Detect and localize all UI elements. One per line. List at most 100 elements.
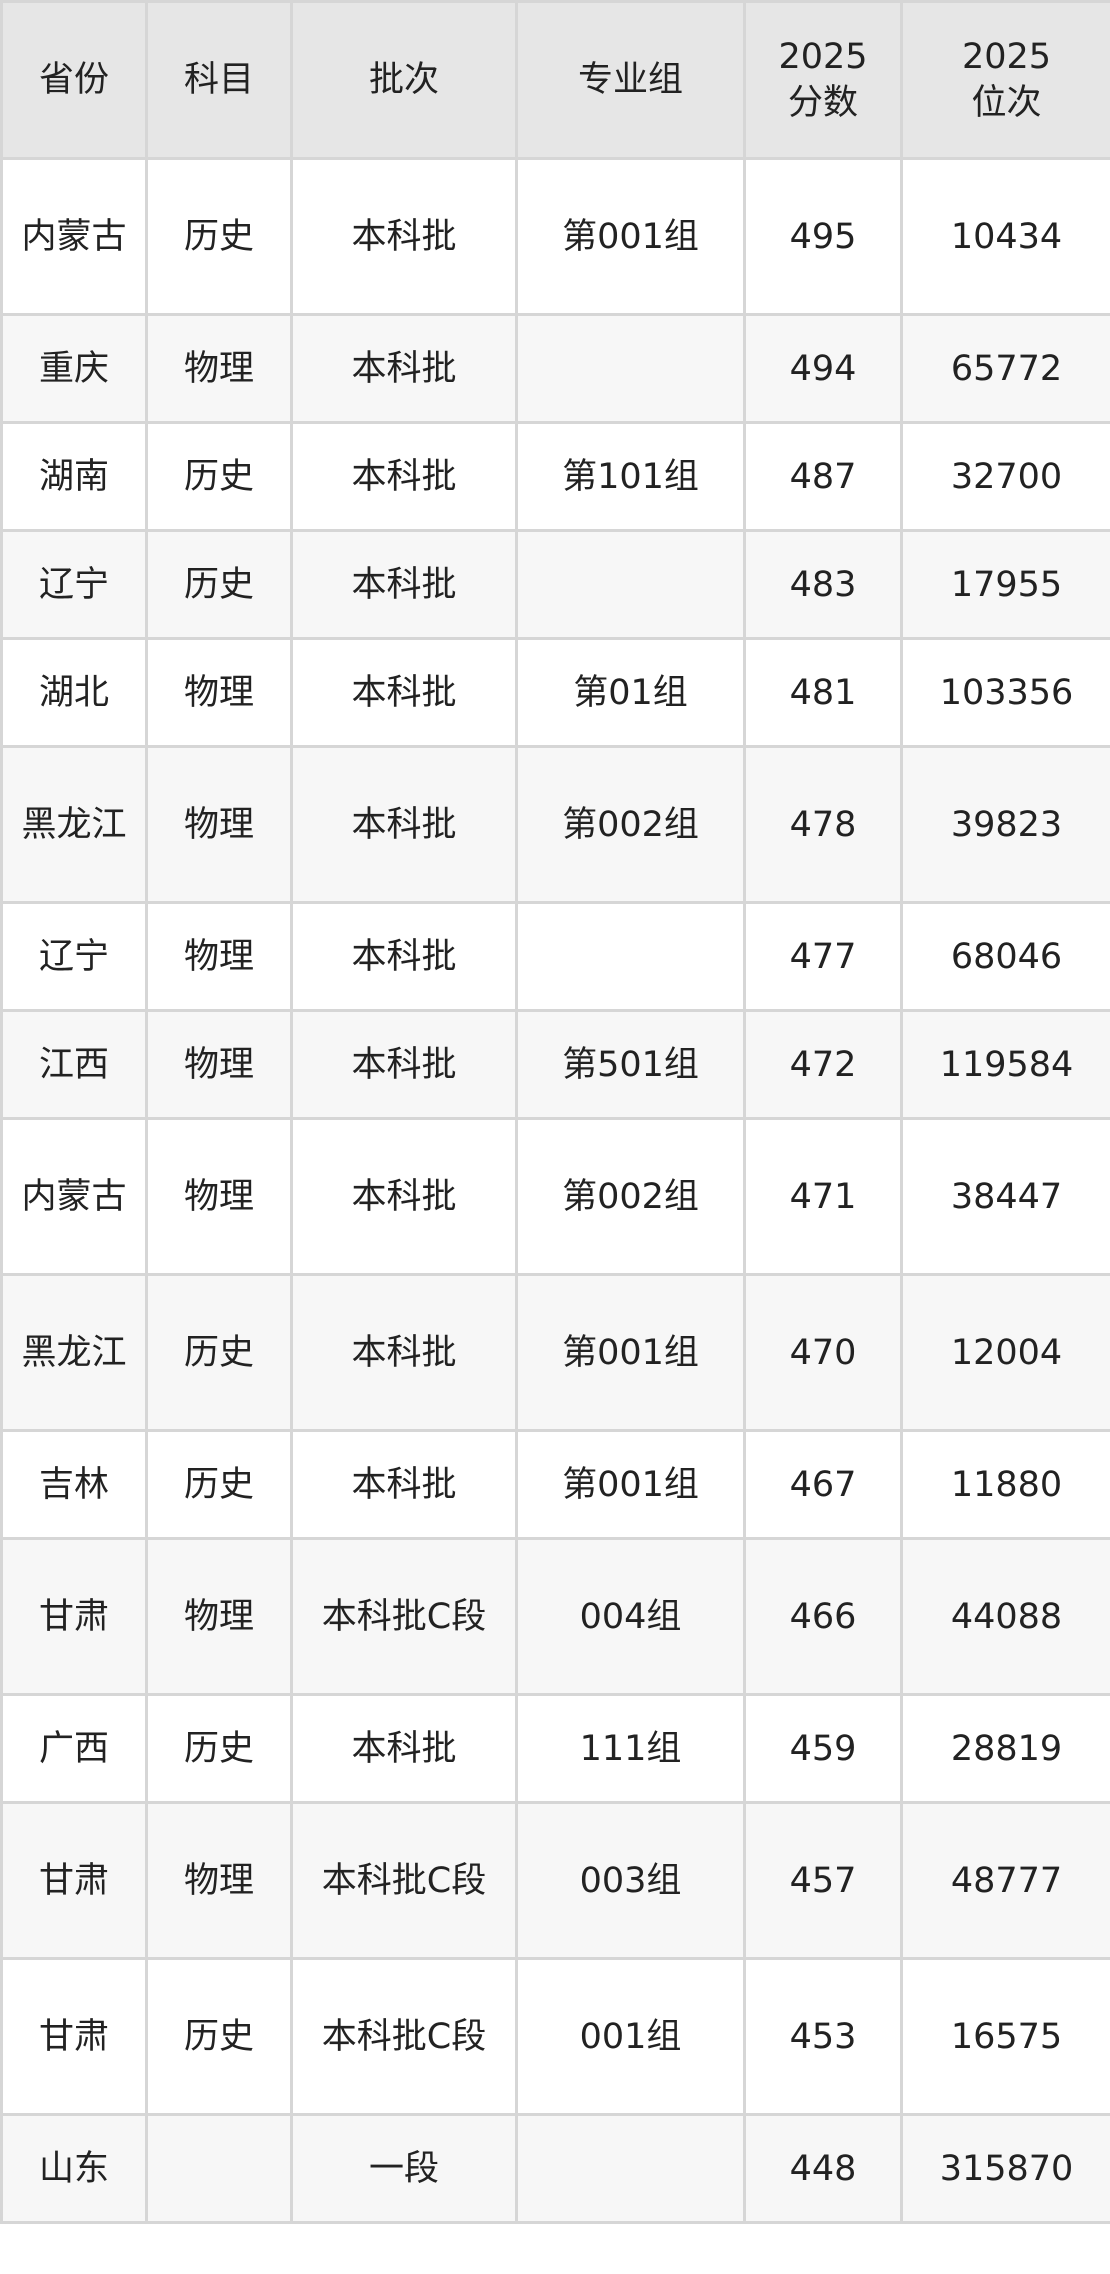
cell-rank: 65772: [900, 313, 1110, 424]
header-province: 省份: [0, 0, 148, 160]
cell-batch: 本科批: [290, 313, 518, 424]
cell-rank: 32700: [900, 421, 1110, 532]
cell-rank: 10434: [900, 157, 1110, 316]
cell-batch: 本科批C段: [290, 1537, 518, 1696]
cell-batch: 本科批: [290, 157, 518, 316]
cell-batch: 本科批: [290, 1117, 518, 1276]
cell-group: 第101组: [515, 421, 746, 532]
table-row: 甘肃 物理 本科批C段 003组 457 48777: [0, 1801, 1110, 1960]
cell-province: 湖南: [0, 421, 148, 532]
cell-score: 470: [743, 1273, 903, 1432]
cell-province: 甘肃: [0, 1801, 148, 1960]
cell-group: [515, 313, 746, 424]
cell-group: 第501组: [515, 1009, 746, 1120]
cell-subject: 历史: [145, 1693, 293, 1804]
cell-batch: 本科批C段: [290, 1801, 518, 1960]
table-row: 黑龙江 历史 本科批 第001组 470 12004: [0, 1273, 1110, 1432]
cell-subject: 历史: [145, 1957, 293, 2116]
table-row: 吉林 历史 本科批 第001组 467 11880: [0, 1429, 1110, 1540]
cell-group: [515, 2113, 746, 2224]
cell-rank: 16575: [900, 1957, 1110, 2116]
cell-batch: 一段: [290, 2113, 518, 2224]
cell-province: 山东: [0, 2113, 148, 2224]
table-row: 广西 历史 本科批 111组 459 28819: [0, 1693, 1110, 1804]
cell-batch: 本科批: [290, 637, 518, 748]
cell-province: 甘肃: [0, 1957, 148, 2116]
cell-rank: 44088: [900, 1537, 1110, 1696]
table-row: 甘肃 历史 本科批C段 001组 453 16575: [0, 1957, 1110, 2116]
cell-batch: 本科批: [290, 1009, 518, 1120]
cell-score: 472: [743, 1009, 903, 1120]
cell-rank: 11880: [900, 1429, 1110, 1540]
cell-rank: 119584: [900, 1009, 1110, 1120]
cell-group: 第01组: [515, 637, 746, 748]
cell-group: 第001组: [515, 157, 746, 316]
table-row: 黑龙江 物理 本科批 第002组 478 39823: [0, 745, 1110, 904]
cell-score: 478: [743, 745, 903, 904]
cell-province: 湖北: [0, 637, 148, 748]
cell-group: 第002组: [515, 745, 746, 904]
cell-province: 内蒙古: [0, 157, 148, 316]
cell-batch: 本科批: [290, 1273, 518, 1432]
cell-rank: 12004: [900, 1273, 1110, 1432]
cell-score: 459: [743, 1693, 903, 1804]
cell-score: 467: [743, 1429, 903, 1540]
cell-group: 001组: [515, 1957, 746, 2116]
cell-batch: 本科批: [290, 529, 518, 640]
cell-rank: 315870: [900, 2113, 1110, 2224]
cell-score: 471: [743, 1117, 903, 1276]
cell-rank: 39823: [900, 745, 1110, 904]
cell-score: 448: [743, 2113, 903, 2224]
cell-province: 黑龙江: [0, 745, 148, 904]
cell-score: 453: [743, 1957, 903, 2116]
cell-province: 吉林: [0, 1429, 148, 1540]
table-row: 山东 一段 448 315870: [0, 2113, 1110, 2224]
cell-rank: 103356: [900, 637, 1110, 748]
table-row: 辽宁 历史 本科批 483 17955: [0, 529, 1110, 640]
cell-rank: 17955: [900, 529, 1110, 640]
table-row: 江西 物理 本科批 第501组 472 119584: [0, 1009, 1110, 1120]
cell-score: 466: [743, 1537, 903, 1696]
table-row: 湖南 历史 本科批 第101组 487 32700: [0, 421, 1110, 532]
header-rank: 2025位次: [900, 0, 1110, 160]
cell-batch: 本科批: [290, 421, 518, 532]
cell-score: 495: [743, 157, 903, 316]
cell-score: 483: [743, 529, 903, 640]
header-row: 省份 科目 批次 专业组 2025分数 2025位次: [0, 0, 1110, 160]
cell-province: 黑龙江: [0, 1273, 148, 1432]
cell-rank: 68046: [900, 901, 1110, 1012]
table-row: 内蒙古 历史 本科批 第001组 495 10434: [0, 157, 1110, 316]
table-row: 重庆 物理 本科批 494 65772: [0, 313, 1110, 424]
header-group: 专业组: [515, 0, 746, 160]
header-score: 2025分数: [743, 0, 903, 160]
cell-group: 第001组: [515, 1429, 746, 1540]
cell-subject: 物理: [145, 1537, 293, 1696]
table-row: 内蒙古 物理 本科批 第002组 471 38447: [0, 1117, 1110, 1276]
cell-province: 辽宁: [0, 901, 148, 1012]
cell-rank: 38447: [900, 1117, 1110, 1276]
cell-subject: 历史: [145, 529, 293, 640]
cell-batch: 本科批: [290, 1429, 518, 1540]
header-batch: 批次: [290, 0, 518, 160]
header-subject: 科目: [145, 0, 293, 160]
cell-subject: 物理: [145, 901, 293, 1012]
cell-province: 辽宁: [0, 529, 148, 640]
cell-subject: 物理: [145, 745, 293, 904]
cell-rank: 28819: [900, 1693, 1110, 1804]
cell-subject: 历史: [145, 1429, 293, 1540]
cell-subject: [145, 2113, 293, 2224]
cell-subject: 物理: [145, 1801, 293, 1960]
cell-subject: 历史: [145, 1273, 293, 1432]
cell-subject: 物理: [145, 313, 293, 424]
cell-province: 内蒙古: [0, 1117, 148, 1276]
cell-subject: 物理: [145, 637, 293, 748]
cell-batch: 本科批C段: [290, 1957, 518, 2116]
cell-rank: 48777: [900, 1801, 1110, 1960]
cell-batch: 本科批: [290, 745, 518, 904]
cell-group: 111组: [515, 1693, 746, 1804]
score-table: 省份 科目 批次 专业组 2025分数 2025位次 内蒙古 历史 本科批 第001组…: [0, 0, 1110, 2224]
cell-score: 481: [743, 637, 903, 748]
cell-subject: 历史: [145, 421, 293, 532]
table-row: 湖北 物理 本科批 第01组 481 103356: [0, 637, 1110, 748]
cell-province: 江西: [0, 1009, 148, 1120]
